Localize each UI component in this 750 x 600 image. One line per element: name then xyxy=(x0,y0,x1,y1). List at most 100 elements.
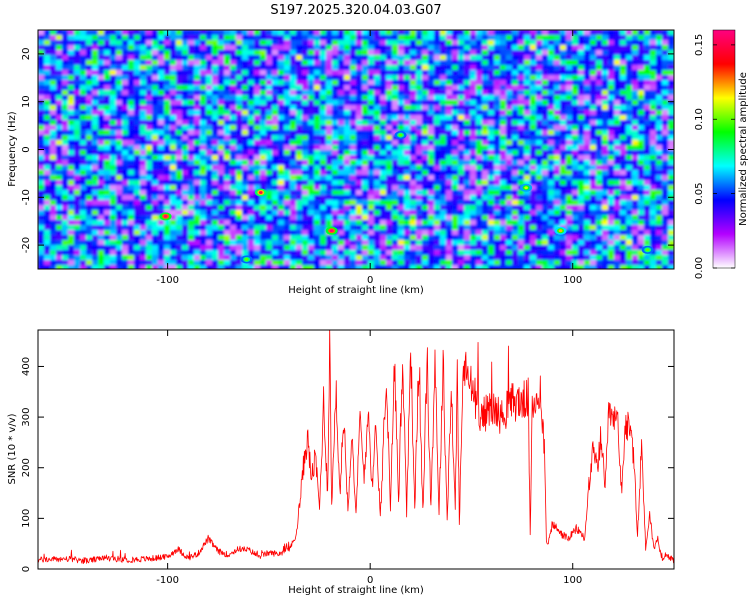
heatmap-cell xyxy=(440,60,447,66)
heatmap-cell xyxy=(326,210,333,216)
heatmap-cell xyxy=(500,40,507,46)
heatmap-cell xyxy=(410,220,417,226)
heatmap-cell xyxy=(614,200,621,206)
heatmap-cell xyxy=(266,80,273,86)
heatmap-cell xyxy=(488,225,495,231)
heatmap-cell xyxy=(614,145,621,151)
heatmap-cell xyxy=(236,115,243,121)
heatmap-cell xyxy=(338,230,345,236)
heatmap-cell xyxy=(182,195,189,201)
heatmap-cell xyxy=(368,30,375,36)
heatmap-cell xyxy=(536,80,543,86)
heatmap-cell xyxy=(188,215,195,221)
heatmap-cell xyxy=(494,125,501,131)
heatmap-cell xyxy=(626,255,633,261)
heatmap-cell xyxy=(560,100,567,106)
heatmap-cell xyxy=(530,165,537,171)
heatmap-cell xyxy=(116,40,123,46)
heatmap-cell xyxy=(284,155,291,161)
heatmap-cell xyxy=(92,135,99,141)
heatmap-cell xyxy=(374,35,381,41)
heatmap-cell xyxy=(332,65,339,71)
heatmap-cell xyxy=(590,190,597,196)
heatmap-cell xyxy=(602,255,609,261)
heatmap-cell xyxy=(104,160,111,166)
heatmap-cell xyxy=(578,135,585,141)
heatmap-cell xyxy=(86,205,93,211)
heatmap-cell xyxy=(542,220,549,226)
heatmap-cell xyxy=(470,240,477,246)
heatmap-cell xyxy=(434,90,441,96)
heatmap-cell xyxy=(584,145,591,151)
heatmap-cell xyxy=(524,105,531,111)
heatmap-cell xyxy=(524,225,531,231)
heatmap-cell xyxy=(302,230,309,236)
heatmap-cell xyxy=(662,220,669,226)
heatmap-cell xyxy=(554,180,561,186)
heatmap-cell xyxy=(578,205,585,211)
heatmap-cell xyxy=(464,30,471,36)
heatmap-cell xyxy=(386,90,393,96)
heatmap-cell xyxy=(128,160,135,166)
heatmap-cell xyxy=(632,230,639,236)
heatmap-cell xyxy=(560,215,567,221)
heatmap-cell xyxy=(416,220,423,226)
heatmap-cell xyxy=(554,100,561,106)
heatmap-cell xyxy=(176,260,183,266)
heatmap-cell xyxy=(182,235,189,241)
heatmap-cell xyxy=(284,40,291,46)
heatmap-cell xyxy=(596,85,603,91)
heatmap-cell xyxy=(452,225,459,231)
heatmap-cell xyxy=(608,120,615,126)
heatmap-cell xyxy=(638,240,645,246)
heatmap-cell xyxy=(134,150,141,156)
heatmap-cell xyxy=(98,125,105,131)
heatmap-cell xyxy=(638,175,645,181)
heatmap-cell xyxy=(176,80,183,86)
heatmap-cell xyxy=(134,235,141,241)
heatmap-cell xyxy=(632,175,639,181)
heatmap-cell xyxy=(194,30,201,36)
heatmap-cell xyxy=(188,45,195,51)
heatmap-cell xyxy=(62,210,69,216)
heatmap-cell xyxy=(458,105,465,111)
heatmap-cell xyxy=(296,240,303,246)
heatmap-cell xyxy=(236,60,243,66)
heatmap-cell xyxy=(518,165,525,171)
heatmap-cell xyxy=(374,195,381,201)
heatmap-cell xyxy=(152,75,159,81)
heatmap-cell xyxy=(56,75,63,81)
heatmap-cell xyxy=(548,200,555,206)
heatmap-cell xyxy=(260,90,267,96)
heatmap-cell xyxy=(104,205,111,211)
heatmap-cell xyxy=(536,255,543,261)
heatmap-cell xyxy=(404,195,411,201)
heatmap-cell xyxy=(116,120,123,126)
heatmap-cell xyxy=(350,165,357,171)
heatmap-cell xyxy=(194,165,201,171)
heatmap-cell xyxy=(530,70,537,76)
heatmap-cell xyxy=(398,165,405,171)
heatmap-cell xyxy=(608,150,615,156)
heatmap-cell xyxy=(650,145,657,151)
heatmap-cell xyxy=(116,215,123,221)
heatmap-cell xyxy=(482,245,489,251)
heatmap-cell xyxy=(494,105,501,111)
heatmap-cell xyxy=(128,250,135,256)
heatmap-cell xyxy=(560,145,567,151)
heatmap-cell xyxy=(428,125,435,131)
heatmap-cell xyxy=(98,250,105,256)
heatmap-cell xyxy=(410,190,417,196)
heatmap-cell xyxy=(344,165,351,171)
heatmap-cell xyxy=(320,150,327,156)
heatmap-cell xyxy=(134,145,141,151)
heatmap-cell xyxy=(314,235,321,241)
heatmap-cell xyxy=(482,80,489,86)
heatmap-cell xyxy=(50,135,57,141)
heatmap-cell xyxy=(548,105,555,111)
heatmap-cell xyxy=(494,150,501,156)
heatmap-cell xyxy=(248,105,255,111)
heatmap-cell xyxy=(236,240,243,246)
heatmap-cell xyxy=(278,200,285,206)
heatmap-cell xyxy=(566,75,573,81)
